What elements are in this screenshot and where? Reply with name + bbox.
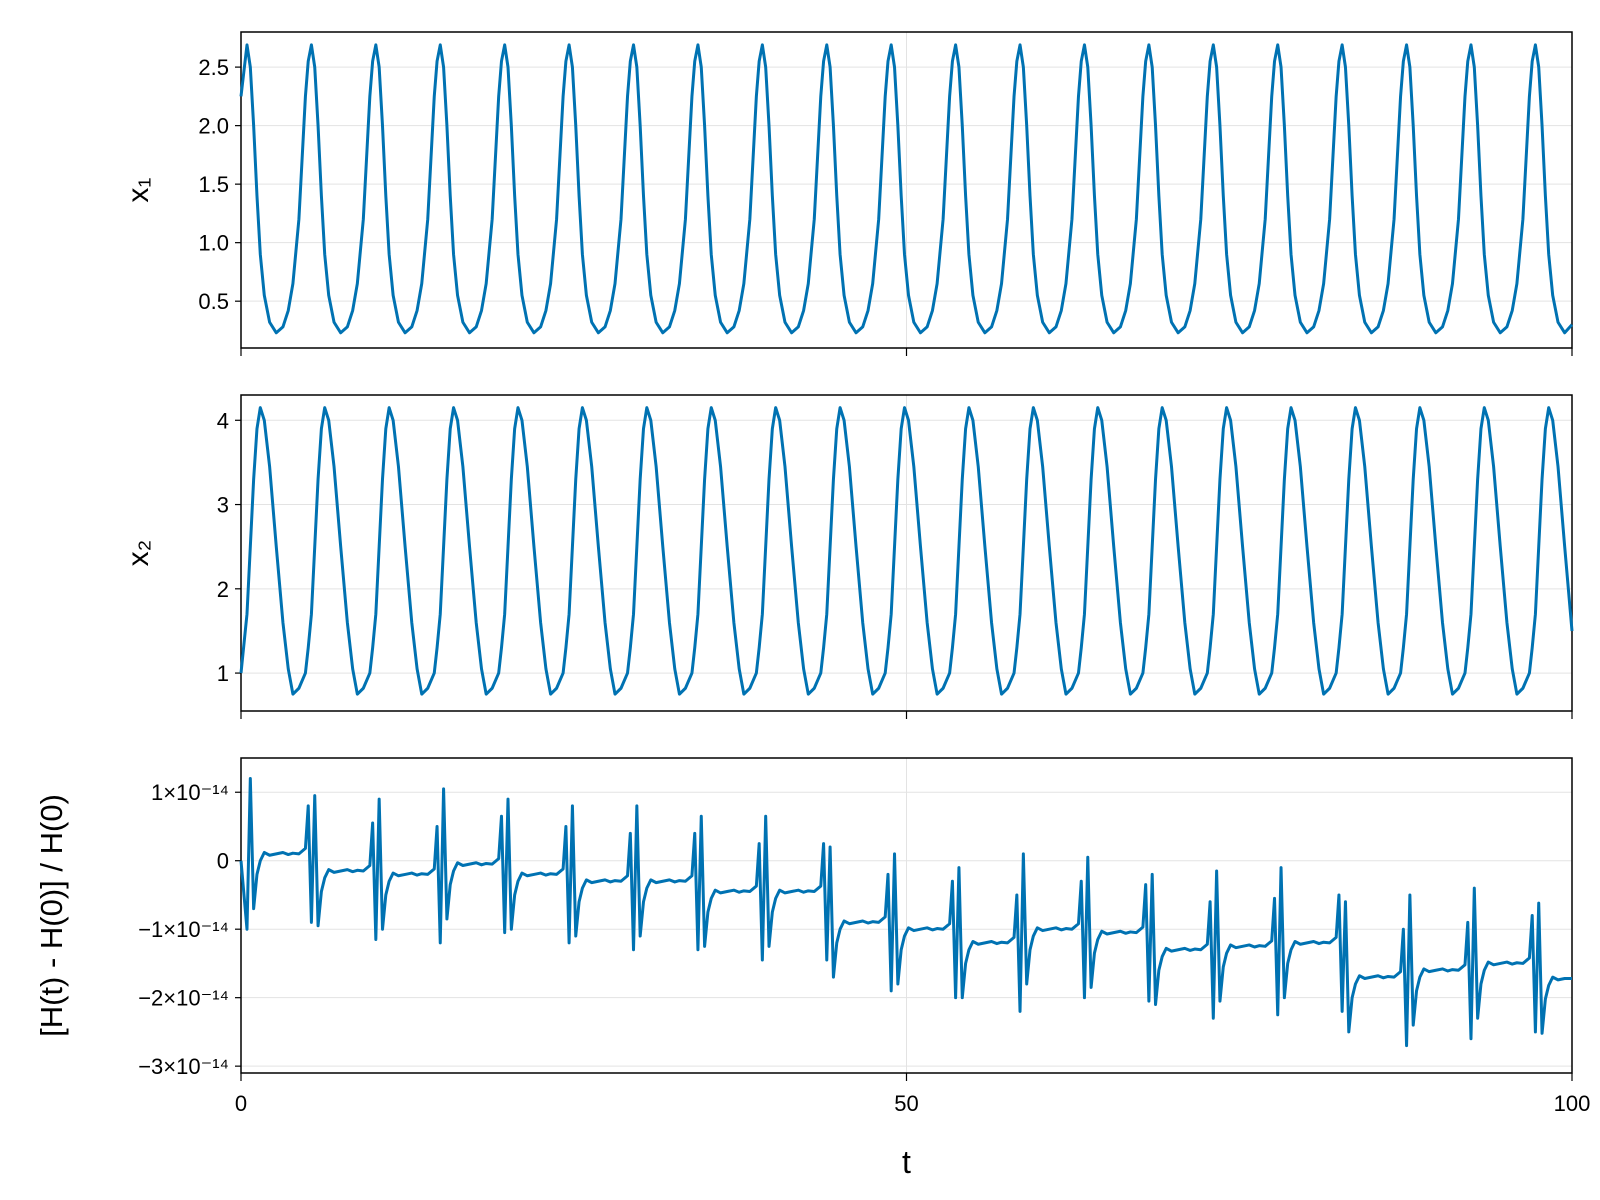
- plot-frame: [240, 757, 1573, 1074]
- y-tick-label: 1.0: [198, 231, 229, 256]
- y-axis-label: [H(t) - H(0)] / H(0): [34, 794, 69, 1037]
- y-tick-label: 2.5: [198, 55, 229, 80]
- y-tick-label: −2×10⁻¹⁴: [138, 986, 229, 1011]
- y-tick-label: 2.0: [198, 114, 229, 139]
- x-tick-label: 0: [235, 1091, 247, 1116]
- y-tick-label: 0: [217, 849, 229, 874]
- panel: 0.5 1.0 1.5 2.0 2.5: [198, 31, 1573, 356]
- plot-frame: [240, 31, 1573, 349]
- y-tick-label: 1×10⁻¹⁴: [151, 780, 229, 805]
- panel: −3×10⁻¹⁴ −2×10⁻¹⁴ −1×10⁻¹⁴ 0 1×10⁻¹⁴ 0 50 100: [138, 757, 1591, 1116]
- y-tick-label: 2: [217, 577, 229, 602]
- data-line: [239, 43, 1574, 335]
- x-axis-label: t: [902, 1144, 911, 1180]
- x-tick-label: 100: [1554, 1091, 1591, 1116]
- y-tick-label: 3: [217, 493, 229, 518]
- y-tick-label: 0.5: [198, 289, 229, 314]
- y-tick-label: −1×10⁻¹⁴: [138, 917, 229, 942]
- x-tick-label: 50: [894, 1091, 918, 1116]
- data-line: [239, 777, 1572, 1048]
- panel: 1 2 3 4: [217, 394, 1573, 719]
- y-tick-label: 4: [217, 408, 229, 433]
- y-tick-label: 1: [217, 661, 229, 686]
- y-tick-label: 1.5: [198, 172, 229, 197]
- y-axis-label: x₂: [122, 540, 155, 567]
- plot-frame: [240, 394, 1573, 712]
- y-axis-label: x₁: [122, 177, 155, 202]
- data-line: [239, 406, 1574, 696]
- y-tick-label: −3×10⁻¹⁴: [138, 1054, 229, 1079]
